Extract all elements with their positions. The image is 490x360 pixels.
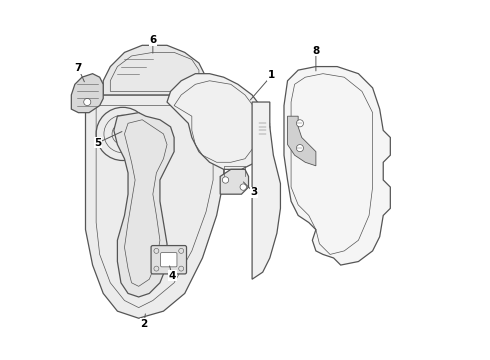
- Text: 7: 7: [74, 63, 82, 73]
- Circle shape: [119, 130, 126, 138]
- Circle shape: [222, 177, 229, 183]
- Polygon shape: [252, 102, 280, 279]
- Polygon shape: [288, 116, 316, 166]
- Polygon shape: [284, 67, 391, 265]
- Circle shape: [84, 99, 91, 105]
- Text: 1: 1: [268, 71, 275, 80]
- Text: 8: 8: [312, 46, 319, 56]
- Polygon shape: [114, 113, 174, 297]
- FancyBboxPatch shape: [151, 246, 187, 274]
- Polygon shape: [220, 169, 248, 194]
- FancyBboxPatch shape: [161, 253, 177, 267]
- Polygon shape: [256, 120, 270, 138]
- Circle shape: [296, 145, 303, 152]
- Text: 5: 5: [94, 138, 101, 148]
- Circle shape: [296, 120, 303, 127]
- Text: 4: 4: [169, 271, 176, 281]
- Circle shape: [240, 184, 246, 190]
- Polygon shape: [72, 74, 103, 113]
- Polygon shape: [167, 74, 270, 169]
- Text: 2: 2: [140, 319, 147, 329]
- Text: 3: 3: [250, 188, 257, 197]
- Text: 6: 6: [149, 35, 156, 45]
- Polygon shape: [103, 45, 206, 95]
- Polygon shape: [85, 95, 224, 318]
